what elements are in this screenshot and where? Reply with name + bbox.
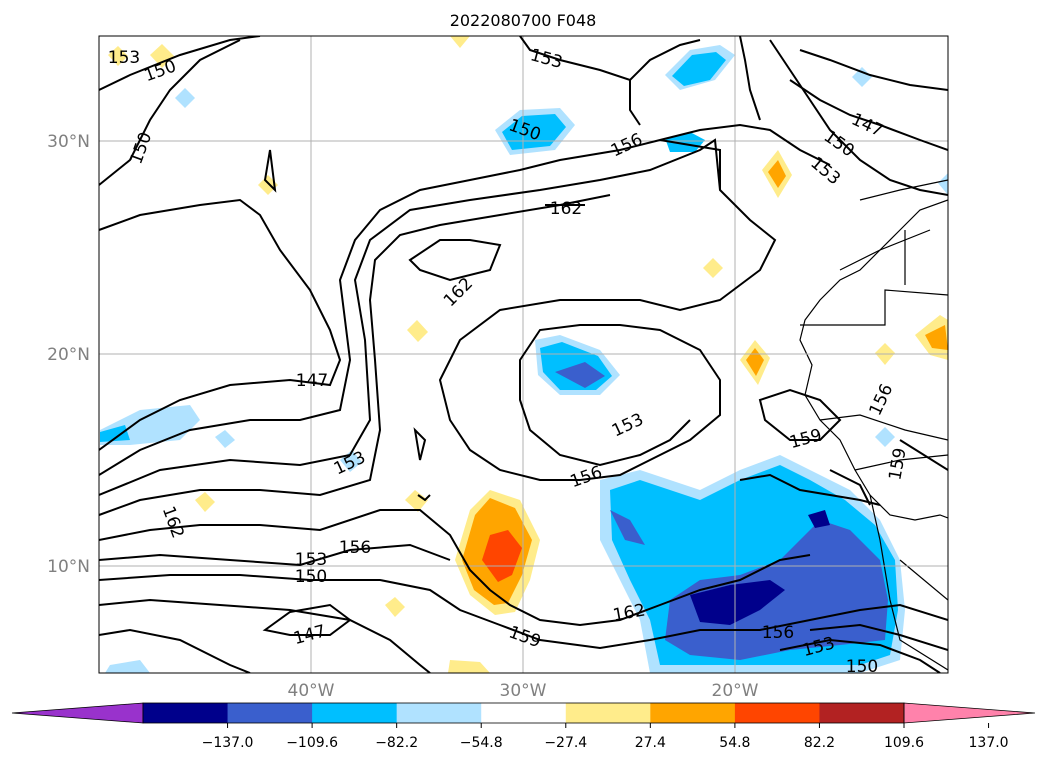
colorbar-tick-label: −54.8 xyxy=(460,735,503,751)
colorbar-extend-low xyxy=(11,702,144,724)
map-frame xyxy=(98,35,949,674)
colorbar-tick-label: −137.0 xyxy=(202,735,254,751)
colorbar-tick-label: −82.2 xyxy=(375,735,418,751)
contour-label: 153 xyxy=(295,550,327,570)
colorbar-swatch xyxy=(481,703,567,723)
figure-title: 2022080700 F048 xyxy=(450,11,597,30)
colorbar-swatch xyxy=(734,703,820,723)
contour-label: 156 xyxy=(762,623,794,643)
colorbar-extend-high xyxy=(903,702,1036,724)
lon-label-20w: 20°W xyxy=(712,681,759,701)
longitude-labels: 40°W 30°W 20°W xyxy=(288,681,759,701)
lat-label-10n: 10°N xyxy=(47,557,90,577)
colorbar-swatch xyxy=(143,703,229,723)
contour-label: 147 xyxy=(296,371,328,391)
colorbar-swatch xyxy=(312,703,398,723)
colorbar-tick-label: 137.0 xyxy=(969,735,1009,751)
colorbar-tick-label: −27.4 xyxy=(544,735,587,751)
lon-label-30w: 30°W xyxy=(500,681,547,701)
colorbar-swatch xyxy=(819,703,905,723)
colorbar-tick-label: 54.8 xyxy=(719,735,750,751)
lat-label-20n: 20°N xyxy=(47,345,90,365)
colorbar-swatch xyxy=(650,703,736,723)
colorbar-tick-label: 109.6 xyxy=(884,735,924,751)
colorbar-swatch xyxy=(396,703,482,723)
colorbar-ticks: −137.0 −109.6 −82.2 −54.8 −27.4 27.4 54.8 82.2 1… xyxy=(202,723,1009,751)
coastlines xyxy=(799,179,948,671)
contour-label: 153 xyxy=(108,48,140,68)
colorbar-frame xyxy=(142,702,905,724)
contour-label: 150 xyxy=(846,657,878,677)
colorbar-tick-label: 82.2 xyxy=(804,735,835,751)
lat-label-30n: 30°N xyxy=(47,132,90,152)
contour-label: 162 xyxy=(550,199,582,219)
colorbar-tick-label: 27.4 xyxy=(635,735,666,751)
latitude-labels: 30°N 20°N 10°N xyxy=(47,132,90,577)
contour-label: 156 xyxy=(339,538,371,558)
colorbar-swatch xyxy=(565,703,651,723)
height-contours xyxy=(99,36,948,673)
colorbar-tick-label: −109.6 xyxy=(286,735,338,751)
map-area xyxy=(98,35,949,674)
contour-label-group: 153 150 150 153 150 156 162 162 147 153 … xyxy=(108,45,911,677)
colorbar-swatches xyxy=(11,702,1036,724)
colorbar: −137.0 −109.6 −82.2 −54.8 −27.4 27.4 54.8 82.2 1… xyxy=(11,702,1036,751)
lon-label-40w: 40°W xyxy=(288,681,335,701)
contour-label: 150 xyxy=(295,567,327,587)
colorbar-swatch xyxy=(227,703,313,723)
